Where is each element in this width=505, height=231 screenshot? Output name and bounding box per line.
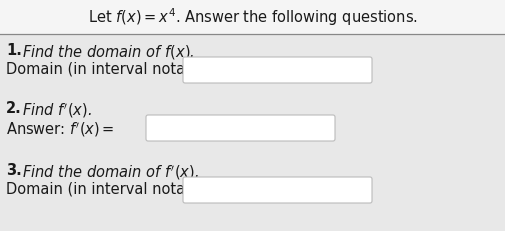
Text: Domain (in interval notation):: Domain (in interval notation): — [6, 182, 223, 197]
Text: Find the domain of $f(x)$.: Find the domain of $f(x)$. — [22, 43, 194, 61]
FancyBboxPatch shape — [146, 115, 334, 141]
FancyBboxPatch shape — [183, 57, 371, 83]
Text: Find $f'(x)$.: Find $f'(x)$. — [22, 101, 92, 120]
Text: Let $f(x) = x^4$. Answer the following questions.: Let $f(x) = x^4$. Answer the following q… — [88, 6, 417, 28]
Text: 2.: 2. — [6, 101, 22, 116]
Text: Find the domain of $f'(x)$.: Find the domain of $f'(x)$. — [22, 163, 198, 182]
Text: Domain (in interval notation):: Domain (in interval notation): — [6, 62, 223, 77]
Text: 1.: 1. — [6, 43, 22, 58]
Text: Answer: $f'(x) =$: Answer: $f'(x) =$ — [6, 120, 114, 139]
FancyBboxPatch shape — [0, 0, 505, 34]
Text: 3.: 3. — [6, 163, 22, 178]
FancyBboxPatch shape — [183, 177, 371, 203]
